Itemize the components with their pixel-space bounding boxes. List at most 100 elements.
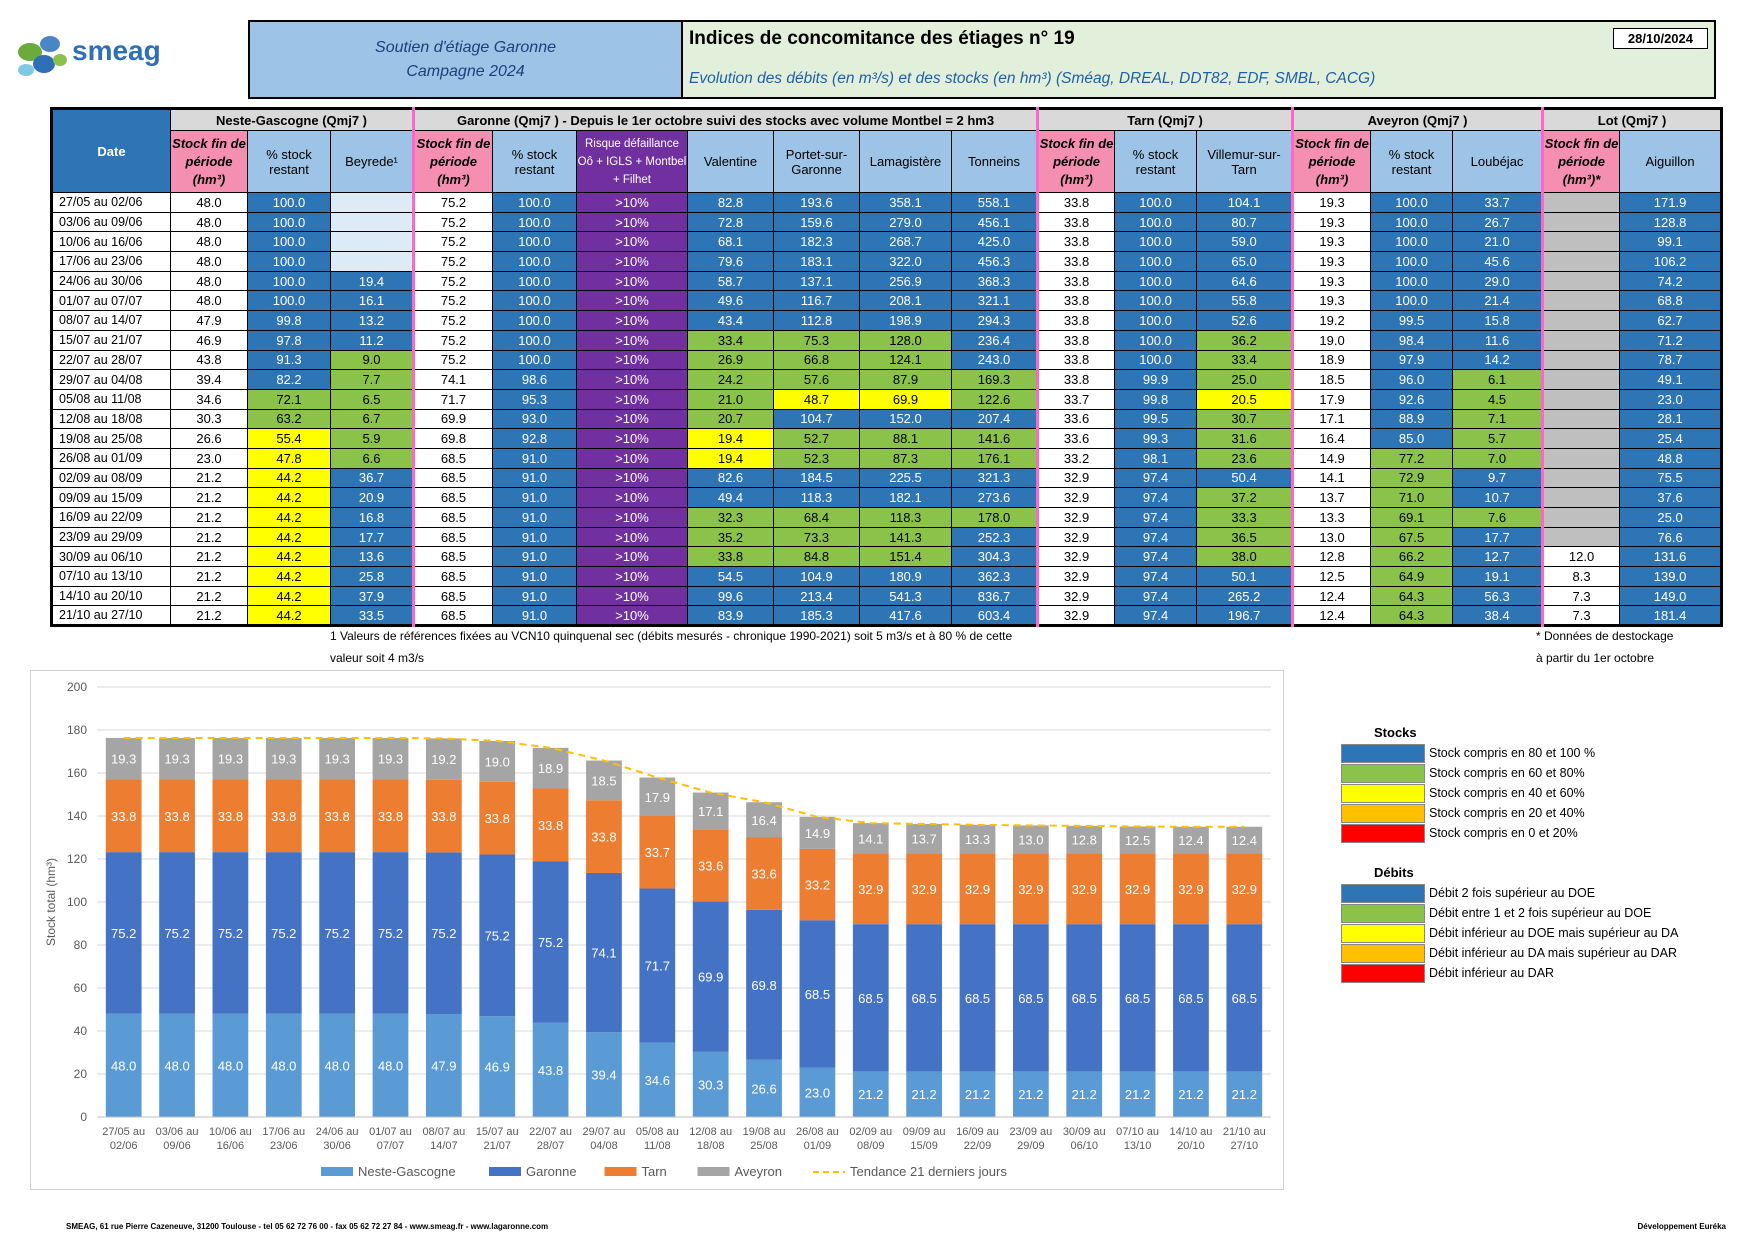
table-cell: 44.2 [247, 467, 331, 489]
table-cell: 76.6 [1619, 526, 1723, 548]
y-tick-label: 160 [67, 766, 87, 780]
table-cell: 50.1 [1196, 566, 1294, 587]
footnote-reference: 1 Valeurs de références fixées au VCN10 … [330, 629, 1013, 665]
table-cell: >10% [576, 585, 688, 607]
legend-item: Débit inférieur au DAR [1340, 963, 1680, 983]
table-cell: 44.2 [247, 507, 331, 528]
legend-swatch [1341, 963, 1425, 983]
table-cell: 558.1 [950, 192, 1039, 213]
table-cell: 100.0 [1370, 231, 1454, 253]
table-cell: 9.7 [1452, 467, 1544, 489]
legend-item: Stock compris en 40 et 60% [1340, 783, 1680, 803]
x-tick-label: 08/09 [857, 1140, 885, 1152]
group-aveyron: Aveyron (Qmj7 ) [1291, 108, 1544, 131]
bar-segment [1012, 825, 1049, 854]
table-cell: 213.4 [773, 585, 860, 607]
table-row: 02/09 au 08/09 21.2 44.2 36.7 68.5 91.0 >10% 82… [51, 467, 1723, 489]
table-cell: 279.0 [859, 211, 952, 233]
table-cell: 183.1 [773, 251, 860, 272]
table-cell [330, 211, 414, 233]
data-label: 19.3 [378, 752, 403, 767]
bar-segment [639, 816, 676, 889]
data-label: 19.3 [164, 752, 189, 767]
table-cell: 21.2 [170, 507, 248, 528]
x-tick-label: 29/07 au [583, 1126, 626, 1138]
table-row: 16/09 au 22/09 21.2 44.2 16.8 68.5 91.0 >10% 32… [51, 507, 1723, 528]
bar-segment [586, 872, 622, 1033]
table-cell: 75.2 [412, 310, 493, 331]
table-cell: 21.0 [1452, 231, 1544, 253]
bar-segment [586, 760, 622, 801]
table-cell: 7.1 [1452, 408, 1544, 430]
table-row: 10/06 au 16/06 48.0 100.0 75.2 100.0 >10% 68.1… [51, 231, 1723, 253]
table-cell: 25.0 [1196, 369, 1294, 390]
table-cell: 19.3 [1291, 270, 1372, 292]
table-cell: 118.3 [859, 507, 952, 528]
table-cell: 19.3 [1291, 192, 1372, 213]
table-cell: 185.3 [773, 605, 860, 627]
x-tick-label: 22/07 au [529, 1126, 572, 1138]
data-label: 19.3 [271, 752, 296, 767]
table-cell: 265.2 [1196, 585, 1294, 607]
table-cell [1541, 290, 1621, 312]
table-cell: 54.5 [687, 566, 774, 587]
table-cell: 12.4 [1291, 605, 1372, 627]
data-label: 32.9 [965, 882, 990, 897]
table-cell: 87.9 [859, 369, 952, 390]
table-cell: 72.8 [687, 211, 774, 233]
legend-swatch [1341, 803, 1425, 823]
table-cell: 6.7 [330, 408, 414, 430]
table-cell: 32.9 [1036, 546, 1116, 568]
table-cell: 88.1 [859, 428, 952, 449]
group-garonne: Garonne (Qmj7 ) - Depuis le 1er octobre … [411, 108, 1039, 131]
table-cell: 100.0 [1370, 270, 1454, 292]
table-cell: 32.9 [1036, 605, 1116, 627]
table-cell: 32.9 [1036, 487, 1116, 508]
table-cell: 14.9 [1291, 447, 1372, 469]
table-cell: 100.0 [492, 270, 577, 292]
bar-segment [1119, 924, 1156, 1072]
table-cell: 68.5 [412, 566, 493, 587]
x-tick-label: 17/06 au [262, 1126, 305, 1138]
table-cell: 56.3 [1452, 585, 1544, 607]
bar-segment [159, 852, 195, 1014]
footnote-destockage-line2: à partir du 1er octobre [1536, 651, 1655, 665]
row-date: 15/07 au 21/07 [51, 329, 171, 351]
table-cell [1541, 388, 1621, 410]
y-tick-label: 200 [67, 680, 87, 694]
table-cell: 100.0 [492, 192, 577, 213]
table-cell: 97.4 [1114, 605, 1198, 627]
table-cell: 139.0 [1619, 566, 1723, 587]
table-cell: 75.5 [1619, 467, 1723, 489]
row-date: 05/08 au 11/08 [51, 388, 171, 410]
bar-segment [105, 852, 142, 1014]
table-cell: 71.7 [412, 388, 493, 410]
bar-segment [1066, 1071, 1103, 1117]
table-cell: 256.9 [859, 270, 952, 292]
bar-segment [586, 800, 622, 873]
table-cell: >10% [576, 605, 688, 627]
table-cell: 100.0 [247, 290, 331, 312]
table-row: 14/10 au 20/10 21.2 44.2 37.9 68.5 91.0 >10% 99… [51, 585, 1723, 607]
bar-segment [372, 779, 409, 853]
table-cell: 21.2 [170, 487, 248, 508]
table-cell: 29.0 [1452, 270, 1544, 292]
table-cell: 36.5 [1196, 526, 1294, 548]
table-row: 15/07 au 21/07 46.9 97.8 11.2 75.2 100.0 >10% 3… [51, 329, 1723, 351]
data-label: 17.1 [698, 804, 723, 819]
table-cell: 100.0 [1370, 290, 1454, 312]
table-cell: 91.0 [492, 585, 577, 607]
table-cell: >10% [576, 467, 688, 489]
row-date: 19/08 au 25/08 [51, 428, 171, 449]
data-label: 48.0 [324, 1058, 349, 1073]
table-cell: 96.0 [1370, 369, 1454, 390]
data-label: 71.7 [645, 959, 670, 974]
table-row: 24/06 au 30/06 48.0 100.0 19.4 75.2 100.0 >10%… [51, 270, 1723, 292]
table-cell: 32.9 [1036, 566, 1116, 587]
row-date: 01/07 au 07/07 [51, 290, 171, 312]
table-cell: 91.0 [492, 487, 577, 508]
data-label: 75.2 [271, 926, 296, 941]
bar-segment [852, 1071, 889, 1117]
x-tick-label: 20/10 [1177, 1140, 1205, 1152]
table-cell: 100.0 [492, 211, 577, 233]
